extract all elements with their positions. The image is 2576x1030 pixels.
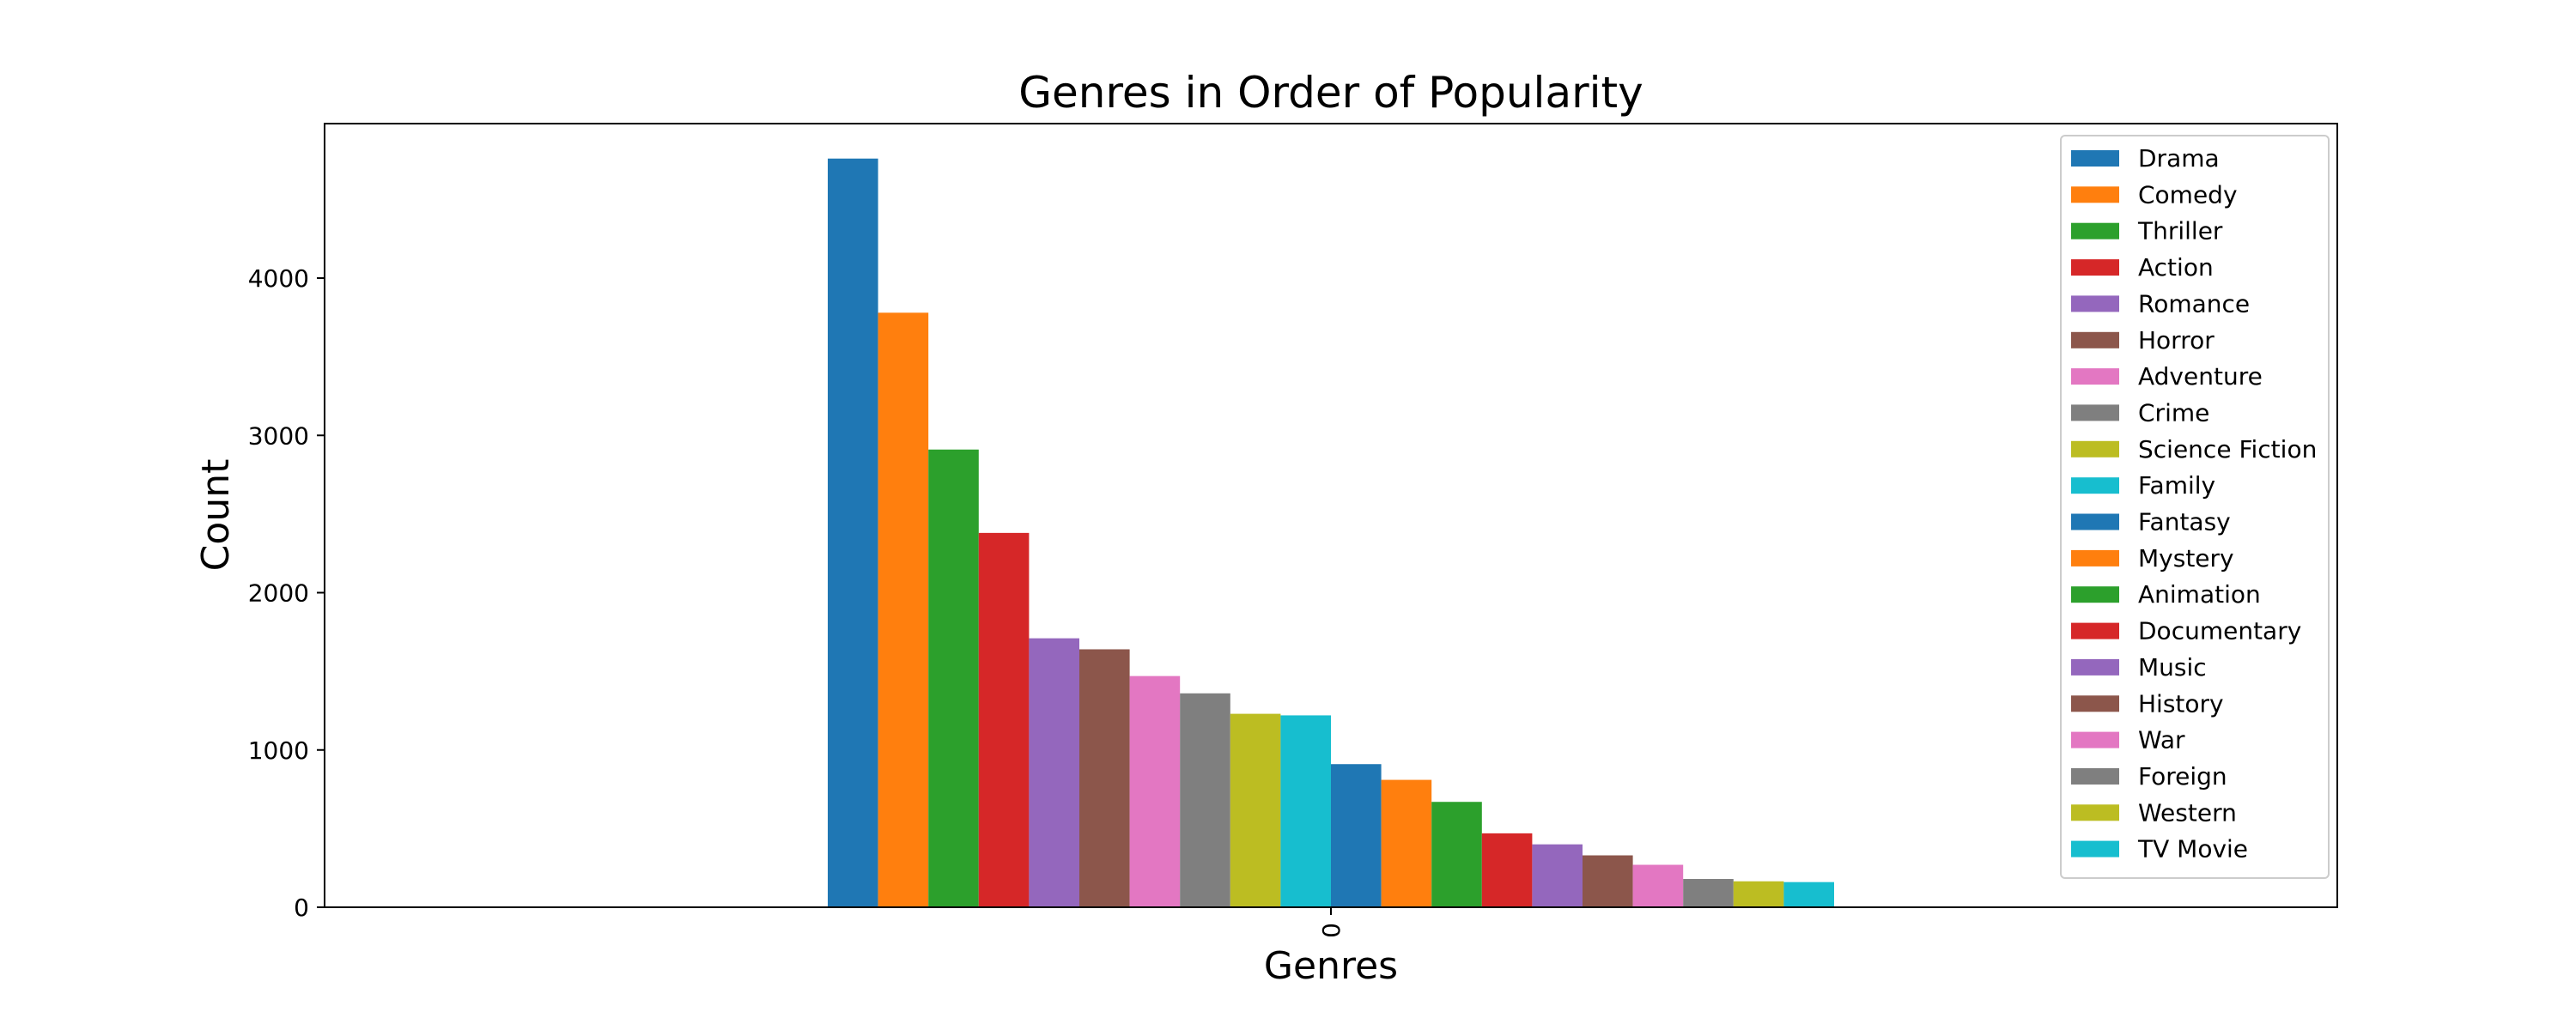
legend-label: Western (2138, 798, 2237, 827)
legend-label: Crime (2138, 398, 2209, 427)
legend-swatch (2071, 731, 2119, 748)
legend-swatch (2071, 768, 2119, 785)
legend-swatch (2071, 586, 2119, 603)
bar-romance (1029, 638, 1079, 907)
legend-swatch (2071, 513, 2119, 530)
bar-comedy (878, 312, 929, 907)
legend-swatch (2071, 658, 2119, 676)
legend-swatch (2071, 295, 2119, 312)
legend-swatch (2071, 368, 2119, 385)
legend-label: History (2138, 689, 2224, 718)
bar-thriller (928, 449, 979, 907)
legend-swatch (2071, 259, 2119, 276)
legend-label: Documentary (2138, 617, 2301, 645)
legend-swatch (2071, 804, 2119, 821)
legend-swatch (2071, 186, 2119, 203)
legend-label: Thriller (2137, 217, 2223, 245)
legend-label: Family (2138, 471, 2215, 500)
legend-label: Foreign (2138, 762, 2227, 791)
bar-western (1733, 881, 1784, 907)
legend-swatch (2071, 840, 2119, 857)
y-axis: 0 1000 2000 3000 4000 (248, 264, 325, 922)
bar-tv-movie (1783, 882, 1834, 907)
legend-swatch (2071, 404, 2119, 421)
legend-swatch (2071, 150, 2119, 167)
legend-swatch (2071, 440, 2119, 457)
legend-swatch (2071, 222, 2119, 239)
legend-label: Action (2138, 253, 2214, 282)
bar-music (1532, 844, 1583, 907)
chart-title: Genres in Order of Popularity (1018, 68, 1643, 118)
legend-label: Adventure (2138, 362, 2263, 391)
y-tick-label: 3000 (248, 421, 309, 450)
bar-history (1583, 855, 1633, 907)
y-tick-label: 4000 (248, 264, 309, 293)
bar-crime (1180, 693, 1230, 907)
bar-foreign (1683, 879, 1734, 907)
y-tick-label: 0 (294, 894, 309, 922)
bar-documentary (1481, 833, 1533, 907)
bar-science-fiction (1230, 713, 1281, 907)
legend-label: Science Fiction (2138, 435, 2317, 464)
bar-horror (1079, 649, 1130, 907)
legend-swatch (2071, 477, 2119, 494)
legend-swatch (2071, 331, 2119, 348)
legend-label: Drama (2138, 144, 2220, 173)
legend-label: Mystery (2138, 544, 2234, 573)
x-axis: 0 (1317, 907, 1346, 938)
y-tick-label: 2000 (248, 579, 309, 608)
x-axis-title: Genres (1264, 944, 1398, 988)
legend: Drama Comedy Thriller Action Romance Horror Ad… (2060, 135, 2330, 879)
bar-war (1632, 864, 1684, 907)
x-tick-label: 0 (1317, 923, 1346, 938)
legend-label: TV Movie (2137, 835, 2248, 863)
bar-action (978, 532, 1030, 907)
legend-box (2060, 135, 2330, 879)
bar-drama (828, 158, 878, 908)
legend-label: Horror (2138, 326, 2215, 354)
y-axis-title: Count (194, 459, 238, 572)
legend-label: Music (2138, 653, 2207, 682)
bar-animation (1431, 802, 1482, 907)
bars-layer (828, 158, 1834, 908)
legend-label: Comedy (2138, 180, 2238, 209)
legend-swatch (2071, 695, 2119, 712)
legend-label: War (2138, 726, 2185, 754)
legend-label: Fantasy (2138, 508, 2231, 536)
bar-adventure (1129, 676, 1181, 907)
legend-label: Romance (2138, 289, 2250, 318)
y-tick-label: 1000 (248, 736, 309, 765)
bar-mystery (1381, 779, 1432, 907)
legend-swatch (2071, 549, 2119, 566)
bar-fantasy (1331, 764, 1382, 907)
bar-family (1280, 715, 1331, 907)
legend-swatch (2071, 622, 2119, 639)
legend-label: Animation (2138, 580, 2261, 609)
